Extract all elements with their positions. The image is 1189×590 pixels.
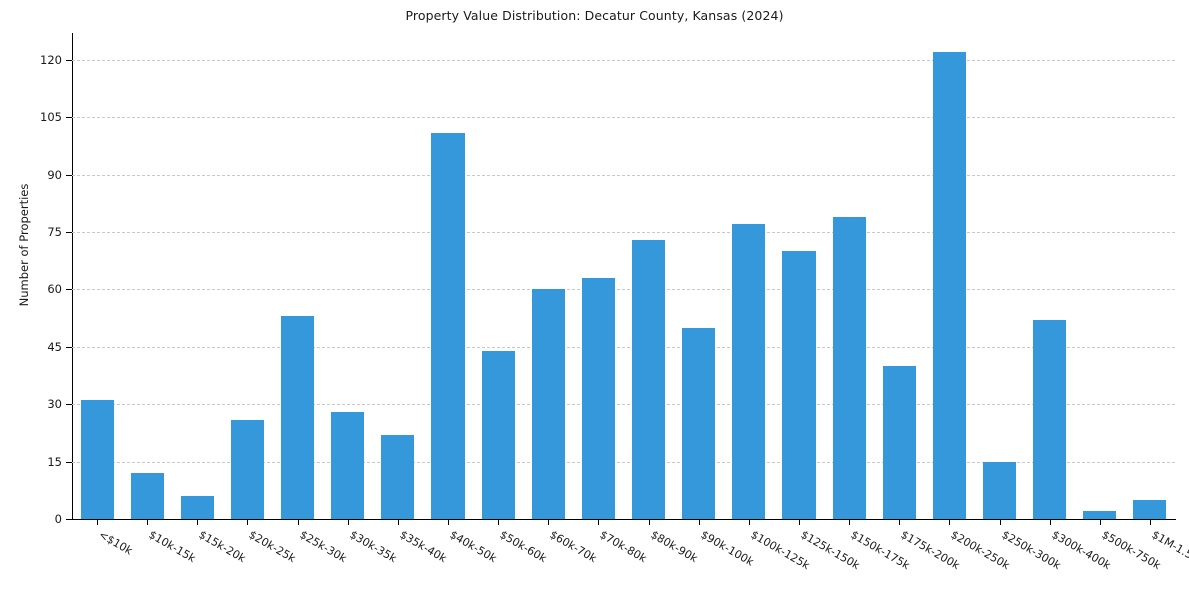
bar <box>632 239 666 519</box>
gridline <box>72 117 1175 119</box>
bar <box>481 350 515 519</box>
chart-title: Property Value Distribution: Decatur Cou… <box>405 8 784 23</box>
x-axis-tick-label: $10k-15k <box>146 528 198 566</box>
y-axis-label: Number of Properties <box>17 183 31 307</box>
x-axis-tick-mark <box>849 520 851 525</box>
x-axis-tick-label: $60k-70k <box>547 528 600 566</box>
y-axis-tick-mark <box>66 231 72 233</box>
x-axis-tick-mark <box>1049 520 1051 525</box>
y-axis-tick-label: 0 <box>54 512 62 526</box>
bar <box>281 316 315 519</box>
y-axis-tick-label: 90 <box>47 167 62 182</box>
bar <box>531 289 565 519</box>
gridline <box>72 404 1175 406</box>
x-axis-tick-label: $30k-35k <box>347 528 399 566</box>
x-axis-tick-mark <box>999 520 1001 525</box>
plot-area <box>72 33 1175 519</box>
x-axis-tick-mark <box>498 520 500 525</box>
bar <box>1083 511 1117 519</box>
bar <box>832 216 866 519</box>
y-axis-tick-mark <box>66 461 72 463</box>
x-axis-tick-mark <box>949 520 951 525</box>
y-axis-tick-label: 30 <box>47 397 62 412</box>
bar <box>230 419 264 519</box>
y-axis-tick-label: 15 <box>47 454 62 469</box>
y-axis-tick-label: 120 <box>40 52 62 67</box>
x-axis-tick-label: $70k-80k <box>597 528 650 566</box>
bar <box>331 411 365 519</box>
bar <box>932 52 966 519</box>
y-axis-tick-mark <box>66 117 72 119</box>
bar <box>431 132 465 519</box>
bar <box>982 461 1017 519</box>
x-axis-tick-mark <box>698 520 700 525</box>
x-axis-tick-mark <box>397 520 399 525</box>
x-axis-tick-mark <box>448 520 450 525</box>
x-axis-tick-label: $50k-60k <box>497 528 549 566</box>
bar <box>180 496 214 519</box>
bar <box>1033 320 1067 519</box>
x-axis-tick-mark <box>297 520 299 525</box>
bar <box>682 327 716 519</box>
x-axis-tick-label: $20k-25k <box>246 528 299 566</box>
y-axis-line <box>72 33 73 520</box>
y-axis-tick-mark <box>66 404 72 406</box>
x-axis-tick-mark <box>247 520 249 525</box>
x-axis-tick-mark <box>748 520 750 525</box>
y-axis-tick-mark <box>66 519 72 520</box>
y-axis-tick-mark <box>66 174 72 176</box>
bar <box>381 434 415 519</box>
y-axis-tick-mark <box>66 289 72 291</box>
bar <box>782 251 816 519</box>
x-axis-tick-mark <box>347 520 349 525</box>
x-axis-tick-mark <box>548 520 550 525</box>
gridline <box>72 346 1175 348</box>
x-axis-tick-label: $35k-40k <box>397 528 449 566</box>
x-axis-tick-label: $25k-30k <box>297 528 349 566</box>
x-axis-tick-mark <box>1099 520 1101 525</box>
x-axis-tick-mark <box>147 520 149 525</box>
y-axis-tick-label: 105 <box>40 110 62 125</box>
bar <box>1133 499 1167 519</box>
gridline <box>72 289 1175 291</box>
x-axis-tick-label: $40k-50k <box>447 528 499 566</box>
x-axis-tick-mark <box>899 520 901 525</box>
bar <box>581 277 615 519</box>
bar <box>130 473 164 519</box>
x-axis-tick-label: $15k-20k <box>196 528 249 566</box>
y-axis-tick-mark <box>66 346 72 348</box>
y-axis-tick-label: 45 <box>47 339 62 354</box>
x-axis-line <box>72 519 1176 520</box>
x-axis-tick-mark <box>648 520 650 525</box>
x-axis-tick-mark <box>798 520 800 525</box>
gridline <box>72 174 1175 176</box>
y-axis-tick-label: 60 <box>47 282 62 297</box>
x-axis-tick-mark <box>97 520 99 525</box>
x-axis-tick-mark <box>1149 520 1151 525</box>
gridline <box>72 231 1175 233</box>
bar <box>882 365 916 519</box>
x-axis-tick-label: <$10k <box>96 528 135 558</box>
bar <box>732 224 766 519</box>
x-axis-tick-label: $90k-100k <box>698 528 756 569</box>
y-axis-tick-mark <box>66 59 72 61</box>
gridline <box>72 59 1175 61</box>
x-axis-tick-mark <box>598 520 600 525</box>
x-axis-tick-label: $80k-90k <box>648 528 700 566</box>
x-axis-tick-mark <box>197 520 199 525</box>
y-axis-tick-label: 75 <box>47 224 62 239</box>
bar <box>80 400 114 519</box>
